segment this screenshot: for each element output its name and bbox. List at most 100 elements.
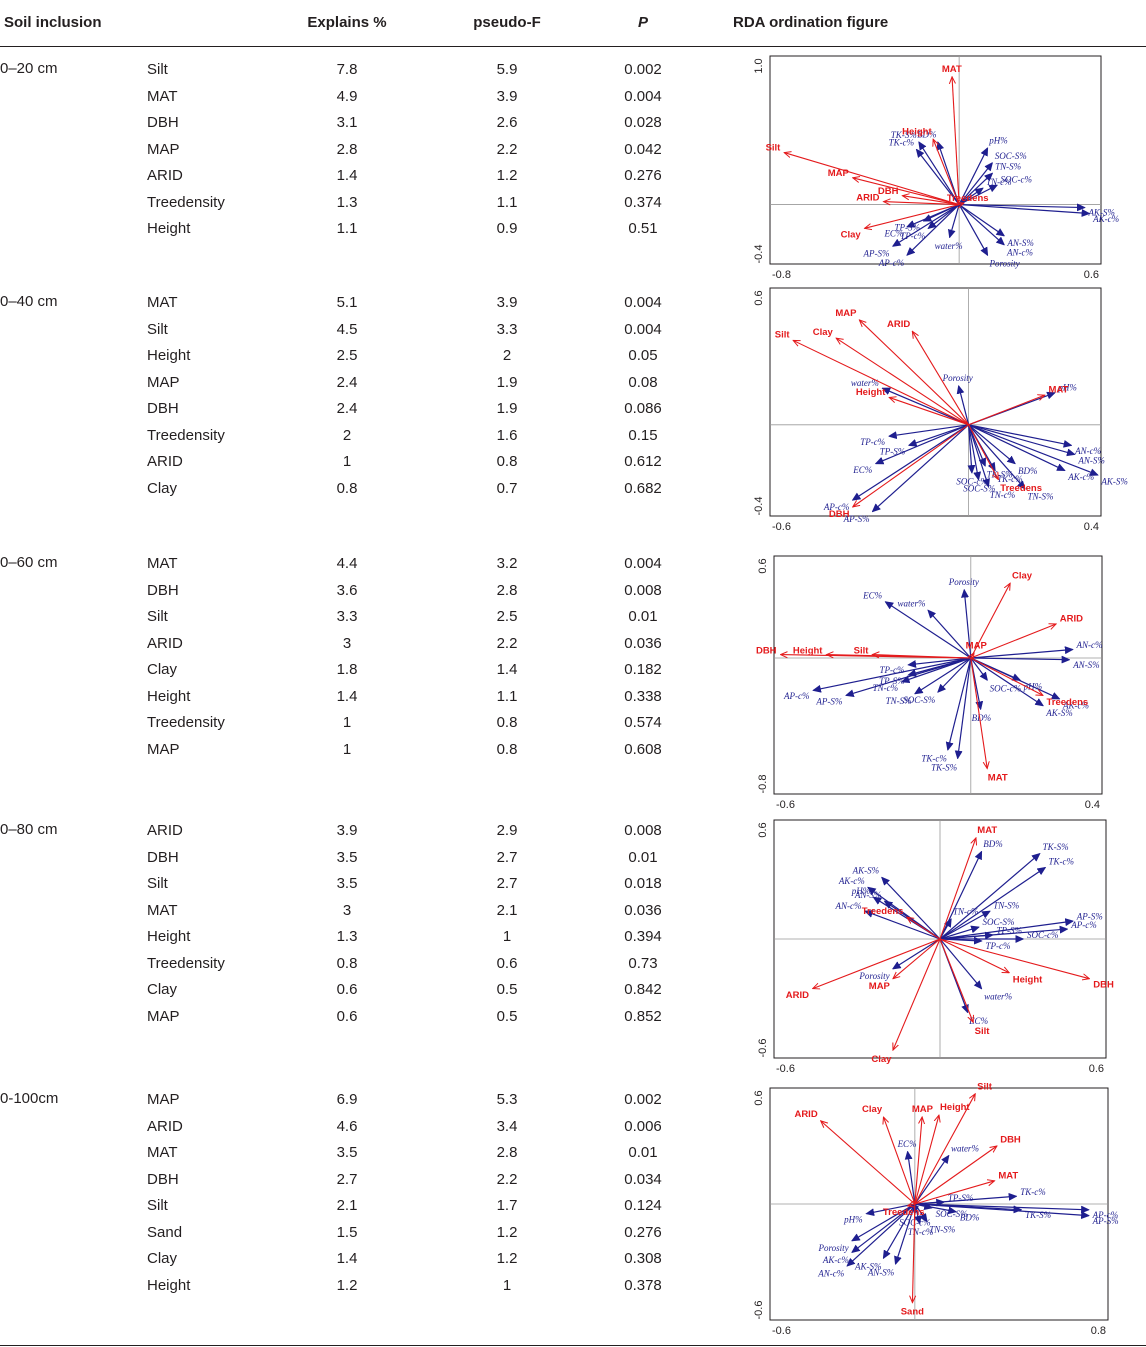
env-label-treedens: Treedens: [1000, 483, 1042, 494]
variable-cell: Treedensity: [147, 954, 225, 972]
env-label-arid: ARID: [887, 319, 910, 330]
soil-vector-porosity: [852, 1203, 916, 1241]
soil-vector-tp-s-pct: [939, 935, 993, 940]
soil-vector-tk-c-pct: [939, 868, 1045, 940]
soil-label-ak-s-pct: AK-S%: [1045, 708, 1073, 718]
pseudo-f-cell: 5.9: [496, 61, 518, 78]
explains-cell: 3: [342, 901, 352, 919]
env-label-height: Height: [793, 646, 823, 657]
variable-cell: ARID: [147, 167, 183, 184]
y-tick-label: -0.6: [757, 1039, 769, 1058]
soil-vector-ec-pct: [907, 204, 960, 227]
soil-vector-an-c-pct: [970, 650, 1073, 659]
soil-vector-ec-pct: [908, 1152, 916, 1205]
env-vector-clay: [836, 338, 969, 426]
soil-label-ap-s-pct: AP-S%: [843, 514, 870, 524]
soil-label-an-c-pct: AN-c%: [835, 901, 862, 911]
soil-vector-ap-c-pct: [914, 1203, 1089, 1210]
variable-cell: Treedensity: [147, 193, 225, 211]
rda-plot-svg: 1.0 -0.4 -0.8 0.6 TK-S% BD%TK-c% pH% SOC-S%TN-S…: [753, 55, 1119, 281]
soil-label-ak-s-pct: AK-S%: [852, 866, 880, 876]
p-value-cell: 0.004: [624, 320, 662, 338]
soil-vector-ak-c-pct: [970, 657, 1060, 699]
explains-cell: 0.6: [336, 1007, 358, 1025]
soil-vector-ap-c-pct: [907, 204, 960, 256]
variable-cell: DBH: [147, 1170, 179, 1188]
table-row: Silt 3.5 2.7 0.018: [0, 874, 720, 901]
variable-cell: MAT: [147, 294, 178, 311]
variable-cell: Height: [147, 928, 191, 945]
rda-plot-svg: 0.6 -0.4 -0.6 0.4 Porosity water% pH% TP-c%TP-S…: [753, 287, 1128, 533]
table-row: MAP 1 0.8 0.608: [0, 740, 720, 767]
env-vector-mat: [914, 1181, 995, 1205]
pseudo-f-cell: 2.8: [496, 581, 518, 599]
explains-cell: 1.4: [336, 167, 358, 184]
env-label-height: Height: [902, 126, 932, 137]
env-label-dbh: DBH: [878, 186, 899, 197]
table-row: Treedensity 0.8 0.6 0.73: [0, 954, 720, 981]
explains-cell: 3.5: [336, 848, 358, 866]
depth-label: 0–80 cm: [0, 821, 58, 838]
soil-vector-tn-s-pct: [914, 1203, 927, 1221]
env-label-mat: MAT: [1048, 385, 1068, 396]
variable-cell: ARID: [147, 822, 183, 839]
p-value-cell: 0.08: [628, 373, 658, 391]
explains-cell: 3.9: [336, 822, 358, 839]
table-header: Soil inclusion Explains % pseudo-F P RDA…: [0, 0, 1146, 47]
x-tick-label: -0.6: [772, 521, 791, 533]
soil-label-tn-s-pct: TN-S%: [1028, 492, 1054, 502]
soil-vector-ak-s-pct: [959, 205, 1084, 208]
env-label-map: MAP: [966, 641, 988, 652]
soil-vector-tp-s-pct: [909, 424, 969, 446]
env-vector-arid: [912, 331, 970, 426]
rda-ordination-plot: 0.6 -0.4 -0.6 0.4 Porosity water% pH% TP-c% TP-S…: [732, 286, 1146, 548]
variable-cell: Treedensity: [147, 714, 225, 731]
env-label-clay: Clay: [841, 229, 862, 240]
p-value-cell: 0.276: [624, 167, 662, 184]
p-value-cell: 0.042: [624, 140, 662, 158]
env-label-silt: Silt: [766, 142, 782, 153]
p-value-cell: 0.15: [628, 426, 658, 444]
explains-cell: 0.6: [336, 981, 358, 998]
header-rda-figure: RDA ordination figure: [733, 14, 889, 31]
env-vector-treedens: [959, 203, 964, 204]
env-label-dbh: DBH: [756, 646, 777, 657]
soil-label-an-c-pct: AN-c%: [817, 1269, 844, 1279]
env-label-mat: MAT: [942, 64, 962, 75]
pseudo-f-cell: 1.2: [496, 1223, 518, 1241]
explains-cell: 3.5: [336, 1144, 358, 1161]
pseudo-f-cell: 1.6: [496, 426, 518, 444]
table-bottom-rule: [0, 1345, 1146, 1346]
soil-vector-an-s-pct: [958, 204, 1004, 236]
pseudo-f-cell: 1.9: [496, 373, 518, 391]
env-label-silt: Silt: [854, 645, 870, 656]
soil-vector-tp-c-pct: [908, 657, 971, 665]
env-vector-treedens: [907, 917, 941, 940]
variable-cell: MAP: [147, 1007, 180, 1025]
soil-label-tn-s-pct: TN-S%: [995, 162, 1021, 172]
env-vector-silt: [784, 153, 960, 206]
soil-label-porosity: Porosity: [817, 1243, 848, 1253]
p-value-cell: 0.004: [624, 555, 662, 572]
env-vector-mat: [952, 77, 960, 205]
soil-label-ec-pct: EC%: [883, 228, 903, 238]
soil-vector-tk-c-pct: [917, 150, 960, 205]
soil-label-ap-s-pct: AP-S%: [1092, 1216, 1119, 1226]
env-vector-map: [853, 178, 960, 206]
variable-cell: Clay: [147, 661, 178, 678]
env-vector-clay: [865, 204, 960, 229]
soil-vector-bd-pct: [939, 852, 982, 940]
env-label-clay: Clay: [871, 1054, 892, 1065]
env-vector-arid: [813, 938, 941, 989]
table-row: Silt 2.1 1.7 0.124: [0, 1196, 720, 1223]
pseudo-f-cell: 2.8: [496, 1144, 518, 1161]
env-label-mat: MAT: [998, 1171, 1018, 1182]
pseudo-f-cell: 2: [502, 347, 512, 364]
p-value-cell: 0.612: [624, 453, 662, 470]
p-value-cell: 0.008: [624, 822, 662, 839]
header-soil-inclusion: Soil inclusion: [4, 14, 102, 31]
plot-frame: [773, 555, 1103, 795]
soil-label-porosity: Porosity: [942, 373, 973, 383]
p-value-cell: 0.002: [624, 61, 662, 78]
pseudo-f-cell: 2.1: [496, 901, 518, 919]
